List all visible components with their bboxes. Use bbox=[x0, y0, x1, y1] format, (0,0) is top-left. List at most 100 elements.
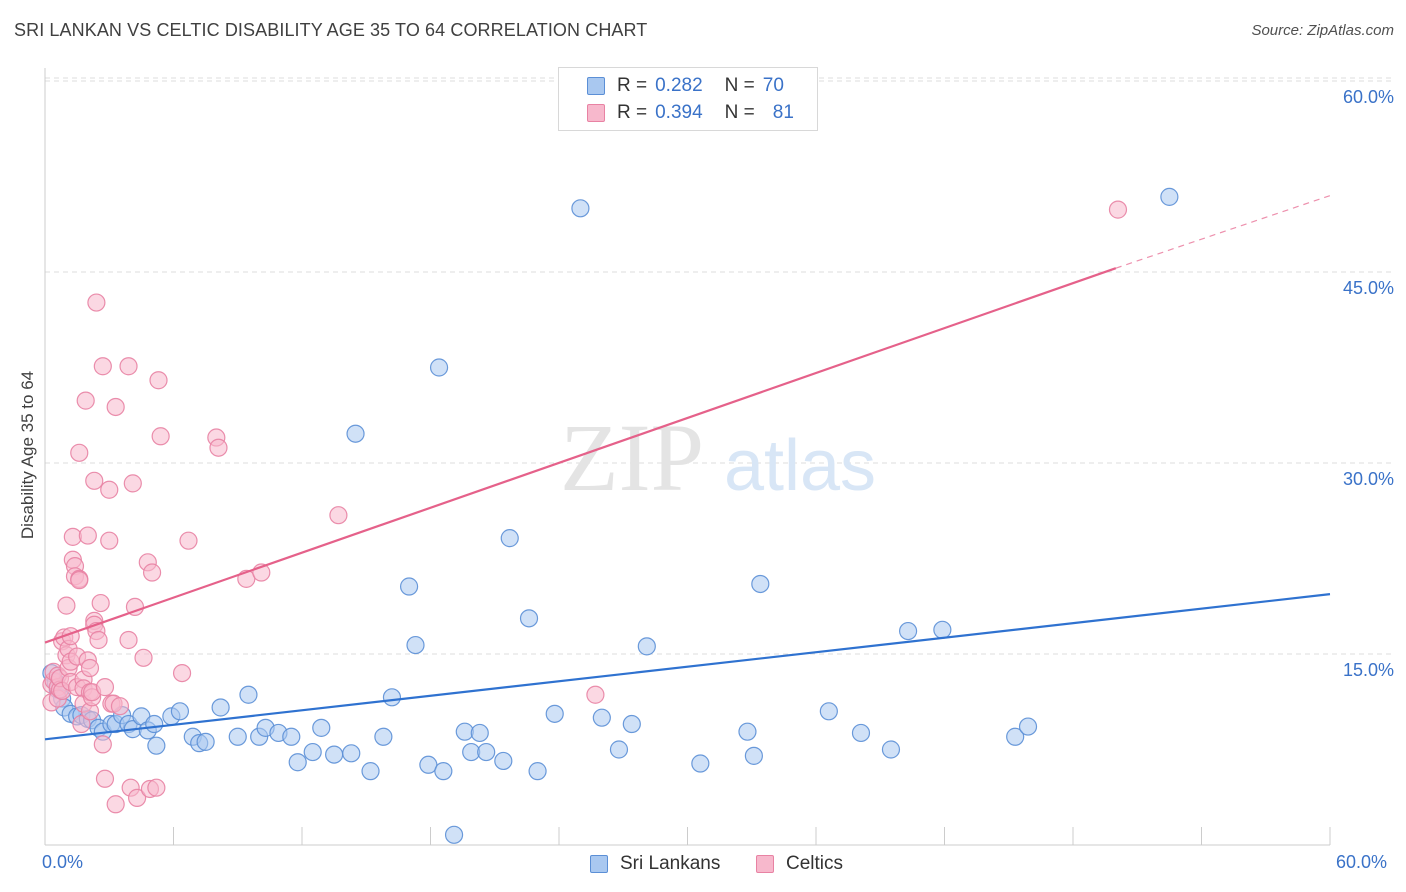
sri-lankan-point bbox=[325, 745, 344, 764]
sri-lankan-point bbox=[1018, 717, 1038, 736]
sri-lankan-point bbox=[382, 688, 402, 707]
sri-lankan-point bbox=[622, 714, 641, 734]
sri-lankan-point bbox=[361, 762, 380, 781]
celtic-point bbox=[329, 506, 348, 525]
sri-lankan-point bbox=[228, 727, 247, 746]
celtic-point bbox=[100, 480, 119, 499]
blue-swatch bbox=[587, 77, 605, 95]
sri-lankan-point bbox=[898, 621, 918, 641]
celtic-point bbox=[110, 697, 130, 716]
sri-lankan-point bbox=[303, 742, 322, 762]
sri-lankan-point bbox=[637, 637, 656, 656]
celtic-point bbox=[123, 474, 142, 493]
sri-lankan-point bbox=[851, 723, 871, 743]
legend-row-sri-lankans: R = 0.282 N = 70 bbox=[587, 74, 784, 98]
pink-swatch bbox=[587, 104, 605, 122]
sri-lankan-point bbox=[282, 727, 301, 746]
celtic-point bbox=[93, 357, 112, 376]
sri-lankan-point bbox=[288, 753, 307, 772]
watermark-atlas: atlas bbox=[724, 426, 876, 506]
sri-lankan-point bbox=[1006, 727, 1025, 746]
sri-lankan-point bbox=[406, 635, 425, 655]
sri-lankan-point bbox=[170, 702, 190, 721]
celtic-point bbox=[85, 471, 104, 490]
sri-lankan-point bbox=[312, 718, 331, 737]
sri-lankan-point bbox=[1160, 187, 1179, 206]
sri-lankan-point bbox=[819, 702, 838, 721]
sri-lankan-point bbox=[399, 577, 419, 596]
y-tick-60: 60.0% bbox=[1342, 87, 1394, 107]
celtic-point bbox=[80, 658, 100, 678]
sri-lankan-point bbox=[500, 529, 519, 548]
celtic-point bbox=[172, 663, 192, 683]
r-value: 0.394 bbox=[655, 102, 703, 123]
correlation-legend: R = 0.282 N = 70 R = 0.394 N = 81 bbox=[558, 67, 818, 131]
celtic-point bbox=[134, 648, 153, 667]
celtic-point bbox=[57, 596, 76, 615]
celtic-point bbox=[142, 563, 162, 582]
sri-lankan-point bbox=[477, 742, 496, 762]
sri-lankan-point bbox=[444, 825, 464, 844]
r-label: R = bbox=[617, 102, 648, 123]
celtic-trend-extension bbox=[1115, 195, 1331, 269]
sri-lankan-point bbox=[145, 714, 164, 734]
celtic-point bbox=[127, 788, 147, 807]
sri-lankan-point bbox=[434, 762, 453, 781]
y-tick-45: 45.0% bbox=[1342, 278, 1394, 298]
celtic-point bbox=[149, 371, 168, 390]
r-label: R = bbox=[617, 75, 648, 96]
celtic-point bbox=[78, 526, 97, 545]
sri-lankan-point bbox=[744, 746, 763, 765]
sri-lankan-point bbox=[592, 708, 611, 727]
celtic-point bbox=[100, 531, 119, 550]
celtic-point bbox=[125, 597, 145, 616]
celtic-point bbox=[72, 714, 91, 734]
sri-lankan-point bbox=[494, 751, 513, 771]
sri-lankan-point bbox=[571, 199, 590, 218]
sri-lankan-point bbox=[470, 723, 489, 743]
n-label: N = bbox=[724, 102, 755, 123]
celtic-point bbox=[119, 630, 138, 650]
sri-lankan-point bbox=[519, 609, 539, 628]
celtic-point bbox=[70, 443, 89, 462]
legend-item-sri-lankans: Sri Lankans bbox=[590, 852, 720, 876]
sri-lankan-point bbox=[609, 740, 629, 759]
celtic-point bbox=[91, 593, 110, 613]
sri-lankan-point bbox=[881, 740, 901, 759]
celtic-point bbox=[151, 427, 170, 446]
celtic-point bbox=[586, 685, 605, 704]
sri-lankan-point bbox=[528, 762, 547, 781]
celtic-point bbox=[209, 438, 228, 457]
blue-swatch bbox=[590, 855, 608, 873]
watermark-zip: ZIP bbox=[560, 404, 704, 511]
sri-lankan-point bbox=[239, 685, 258, 704]
chart-title: SRI LANKAN VS CELTIC DISABILITY AGE 35 T… bbox=[14, 20, 648, 40]
legend-row-celtics: R = 0.394 N = 81 bbox=[587, 101, 794, 125]
celtic-point bbox=[147, 778, 166, 797]
celtic-point bbox=[70, 571, 89, 590]
sri-lankan-point bbox=[455, 722, 474, 741]
legend-item-celtics: Celtics bbox=[756, 852, 843, 876]
n-value: 70 bbox=[762, 75, 784, 96]
sri-lankan-point bbox=[691, 754, 710, 773]
celtic-point bbox=[1108, 200, 1128, 219]
celtic-point bbox=[87, 293, 106, 312]
source-note: Source: ZipAtlas.com bbox=[1251, 22, 1394, 39]
legend-label: Sri Lankans bbox=[620, 853, 721, 874]
sri-lankan-point bbox=[196, 732, 215, 751]
sri-lankan-point bbox=[738, 722, 757, 741]
celtic-point bbox=[95, 678, 115, 697]
x-tick-60: 60.0% bbox=[1336, 852, 1388, 872]
sri-lankan-trend-line bbox=[44, 593, 1331, 741]
celtic-point bbox=[179, 531, 198, 550]
celtic-point bbox=[93, 735, 112, 754]
celtic-point bbox=[76, 391, 95, 410]
y-tick-30: 30.0% bbox=[1342, 469, 1394, 489]
celtic-point bbox=[106, 397, 125, 417]
celtic-point bbox=[106, 795, 125, 814]
sri-lankan-point bbox=[545, 704, 564, 723]
celtic-point bbox=[89, 630, 108, 650]
sri-lankan-point bbox=[211, 698, 230, 717]
sri-lankan-point bbox=[342, 744, 361, 763]
